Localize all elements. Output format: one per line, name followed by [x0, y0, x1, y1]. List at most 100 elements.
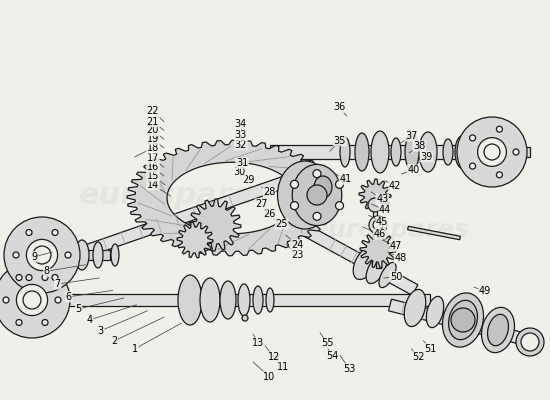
- Circle shape: [484, 144, 500, 160]
- Circle shape: [470, 163, 476, 169]
- Text: 46: 46: [373, 229, 386, 239]
- Polygon shape: [490, 147, 530, 157]
- Text: 1: 1: [131, 344, 138, 354]
- Text: 28: 28: [263, 187, 276, 197]
- Text: 8: 8: [43, 266, 50, 276]
- Ellipse shape: [419, 132, 437, 172]
- Text: 9: 9: [31, 252, 38, 262]
- Text: 12: 12: [268, 352, 280, 362]
- Text: 20: 20: [147, 125, 159, 135]
- Polygon shape: [388, 299, 521, 344]
- Polygon shape: [58, 176, 287, 266]
- Text: 47: 47: [390, 241, 402, 251]
- Text: 3: 3: [97, 326, 104, 336]
- Text: 21: 21: [147, 117, 159, 126]
- Text: 11: 11: [277, 362, 289, 372]
- Text: 41: 41: [339, 174, 351, 184]
- Ellipse shape: [200, 278, 220, 322]
- Circle shape: [26, 274, 32, 280]
- Polygon shape: [376, 230, 381, 268]
- Circle shape: [313, 170, 321, 178]
- Text: 35: 35: [334, 136, 346, 146]
- Text: 49: 49: [479, 286, 491, 296]
- Ellipse shape: [426, 296, 444, 328]
- Circle shape: [42, 320, 48, 326]
- Text: 53: 53: [343, 364, 355, 374]
- Text: eurospares: eurospares: [79, 180, 271, 210]
- Text: 51: 51: [424, 344, 436, 354]
- Text: 27: 27: [255, 199, 267, 209]
- Text: 23: 23: [291, 250, 303, 260]
- Ellipse shape: [340, 137, 350, 167]
- Circle shape: [336, 202, 344, 210]
- Circle shape: [16, 274, 22, 280]
- Text: 54: 54: [327, 351, 339, 361]
- Text: 42: 42: [389, 181, 401, 191]
- Ellipse shape: [314, 176, 332, 198]
- Circle shape: [242, 315, 248, 321]
- Circle shape: [369, 216, 387, 234]
- Ellipse shape: [278, 161, 333, 229]
- Circle shape: [521, 333, 539, 351]
- Circle shape: [451, 308, 475, 332]
- Ellipse shape: [238, 284, 250, 316]
- Text: 17: 17: [147, 153, 159, 163]
- Polygon shape: [302, 225, 418, 295]
- Text: 14: 14: [147, 180, 159, 190]
- Text: 16: 16: [147, 162, 159, 172]
- Polygon shape: [360, 232, 396, 268]
- Text: 6: 6: [65, 292, 72, 302]
- Circle shape: [4, 217, 80, 293]
- Ellipse shape: [292, 164, 342, 226]
- Text: 24: 24: [291, 240, 303, 250]
- Circle shape: [336, 180, 344, 188]
- Polygon shape: [408, 226, 460, 240]
- Circle shape: [516, 328, 544, 356]
- Circle shape: [3, 297, 9, 303]
- Circle shape: [290, 202, 299, 210]
- Text: 18: 18: [147, 143, 159, 153]
- Text: 48: 48: [394, 253, 406, 263]
- Polygon shape: [42, 250, 110, 260]
- Text: 7: 7: [54, 279, 61, 289]
- Circle shape: [307, 185, 327, 205]
- Text: 10: 10: [263, 372, 276, 382]
- Ellipse shape: [111, 244, 119, 266]
- Text: 38: 38: [413, 141, 425, 151]
- Circle shape: [23, 291, 41, 309]
- Circle shape: [497, 172, 502, 178]
- Text: 43: 43: [376, 194, 388, 204]
- Circle shape: [313, 212, 321, 220]
- Polygon shape: [270, 145, 490, 159]
- Ellipse shape: [487, 314, 508, 346]
- Circle shape: [42, 274, 48, 280]
- Circle shape: [26, 230, 32, 236]
- Circle shape: [0, 262, 70, 338]
- Text: 52: 52: [412, 352, 424, 362]
- Ellipse shape: [253, 286, 263, 314]
- Text: 39: 39: [420, 152, 432, 162]
- Text: 37: 37: [405, 131, 417, 141]
- Ellipse shape: [366, 254, 387, 284]
- Text: 30: 30: [233, 167, 245, 177]
- Ellipse shape: [404, 290, 426, 326]
- Circle shape: [497, 126, 502, 132]
- Ellipse shape: [405, 134, 419, 170]
- Circle shape: [470, 135, 476, 141]
- Circle shape: [16, 320, 22, 326]
- Polygon shape: [127, 140, 337, 256]
- Ellipse shape: [443, 139, 453, 165]
- Circle shape: [52, 230, 58, 236]
- Text: 26: 26: [263, 209, 276, 219]
- Circle shape: [26, 239, 58, 270]
- Text: 2: 2: [111, 336, 118, 346]
- Circle shape: [55, 297, 61, 303]
- Text: 44: 44: [379, 205, 391, 215]
- Text: 15: 15: [147, 171, 159, 181]
- Circle shape: [52, 274, 58, 280]
- Text: 36: 36: [334, 102, 346, 112]
- Text: 5: 5: [75, 304, 82, 314]
- Circle shape: [457, 117, 527, 187]
- Text: 31: 31: [236, 158, 248, 168]
- Polygon shape: [359, 179, 391, 211]
